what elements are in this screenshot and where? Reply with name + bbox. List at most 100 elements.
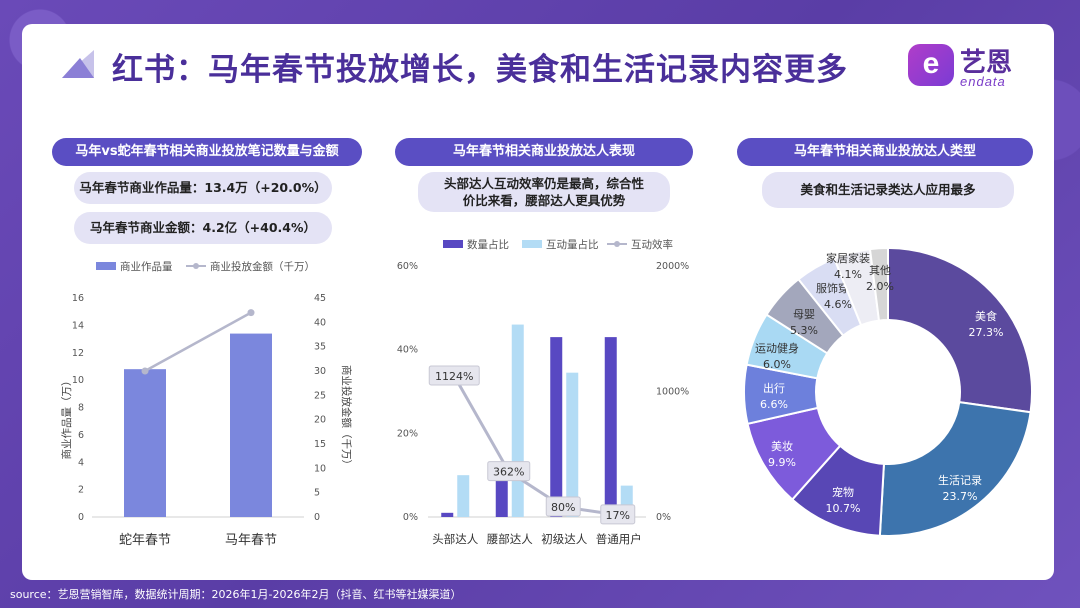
y-axis-title: 商业作品量（万） — [60, 376, 73, 460]
y-tick-label: 0 — [78, 512, 84, 523]
x-tick-label: 初级达人 — [541, 532, 587, 546]
bar-count-share — [604, 337, 617, 517]
slice-value: 5.3% — [790, 324, 818, 337]
legend-swatch-count — [443, 240, 463, 248]
x-tick-label: 普通用户 — [596, 532, 642, 546]
logo-en-text: endata — [960, 74, 1006, 89]
middle-note-line2: 价比来看，腰部达人更具优势 — [462, 193, 626, 208]
line-amount — [144, 311, 252, 373]
slice-value: 23.7% — [943, 490, 978, 503]
y2-tick-label: 20 — [314, 415, 326, 426]
middle-note: 头部达人互动效率仍是最高，综合性 价比来看，腰部达人更具优势 — [418, 172, 670, 212]
y2-tick-label: 10 — [314, 463, 326, 474]
efficiency-label-box — [428, 365, 480, 386]
bar-interaction-share — [566, 372, 579, 517]
x-tick-label: 马年春节 — [225, 533, 277, 548]
y2-tick-label: 30 — [314, 366, 326, 377]
efficiency-label: 362% — [493, 466, 524, 479]
y2-tick-label: 15 — [314, 439, 326, 450]
line-efficiency — [452, 375, 618, 517]
y-tick-label: 14 — [72, 320, 84, 331]
right-note: 美食和生活记录类达人应用最多 — [762, 172, 1014, 208]
title-decoration-icon — [62, 50, 94, 78]
efficiency-label-box — [487, 461, 531, 482]
legend-label-interaction: 互动量占比 — [546, 238, 599, 251]
y2-tick-label: 25 — [314, 390, 326, 401]
slice-value: 2.0% — [866, 280, 894, 293]
slice-value: 4.6% — [824, 298, 852, 311]
source-note: source：艺恩营销智库，数据统计周期：2026年1月-2026年2月（抖音、… — [10, 588, 462, 601]
legend-swatch-interaction — [522, 240, 542, 248]
slice-value: 27.3% — [969, 326, 1004, 339]
y-tick-label: 40% — [397, 345, 418, 356]
y2-tick-label: 1000% — [656, 387, 689, 398]
legend-marker-efficiency — [614, 241, 620, 247]
y-tick-label: 10 — [72, 375, 84, 386]
efficiency-label: 17% — [606, 509, 630, 522]
legend-swatch-works — [96, 262, 116, 270]
bar-count-share — [550, 337, 563, 517]
slice-label: 母婴 — [793, 308, 815, 321]
slice-value: 10.7% — [826, 502, 861, 515]
x-tick-label: 蛇年春节 — [119, 533, 171, 548]
legend-label-works: 商业作品量 — [120, 260, 173, 273]
bar-count-share — [441, 512, 454, 517]
y-tick-label: 2 — [78, 485, 84, 496]
left-panel-header: 马年vs蛇年春节相关商业投放笔记数量与金额 — [52, 138, 362, 166]
point-amount — [247, 309, 255, 317]
slice-label: 生活记录 — [938, 473, 982, 487]
y2-tick-label: 0% — [656, 512, 671, 523]
y-tick-label: 4 — [78, 457, 84, 468]
slice-label: 美妆 — [771, 440, 793, 453]
slice-label: 家居家装 — [826, 251, 870, 265]
donut-slice — [868, 246, 889, 322]
middle-note-line1: 头部达人互动效率仍是最高，综合性 — [443, 176, 644, 191]
slice-label: 其他 — [869, 264, 891, 277]
efficiency-label-box — [545, 496, 581, 517]
middle-panel-header: 马年春节相关商业投放达人表现 — [395, 138, 693, 166]
y2-tick-label: 40 — [314, 317, 326, 328]
brand-logo: e 艺恩 endata — [908, 40, 1038, 94]
y-tick-label: 0% — [403, 512, 418, 523]
y2-axis-title: 商业投放金额（千万） — [340, 365, 353, 470]
legend-label-amount: 商业投放金额（千万） — [210, 260, 315, 273]
point-amount — [141, 367, 149, 375]
y-tick-label: 12 — [72, 348, 84, 359]
slice-value: 9.9% — [768, 456, 796, 469]
efficiency-label: 1124% — [435, 370, 473, 383]
y-tick-label: 20% — [397, 428, 418, 439]
slice-label: 出行 — [763, 381, 785, 395]
efficiency-label-box — [600, 504, 636, 525]
slice-label: 运动健身 — [755, 341, 799, 355]
logo-mark: e — [908, 44, 954, 86]
y-tick-label: 60% — [397, 261, 418, 272]
slice-value: 6.6% — [760, 398, 788, 411]
bar-works — [230, 333, 272, 517]
x-tick-label: 腰部达人 — [487, 532, 533, 546]
left-stat-amount: 马年春节商业金额：4.2亿（+40.4%） — [74, 212, 332, 244]
y2-tick-label: 0 — [314, 512, 320, 523]
y2-tick-label: 45 — [314, 293, 326, 304]
right-panel-header: 马年春节相关商业投放达人类型 — [737, 138, 1033, 166]
y-tick-label: 8 — [78, 403, 84, 414]
legend-label-efficiency: 互动效率 — [631, 238, 673, 251]
efficiency-label: 80% — [551, 501, 575, 514]
y2-tick-label: 35 — [314, 342, 326, 353]
y2-tick-label: 5 — [314, 488, 320, 499]
slice-value: 6.0% — [763, 358, 791, 371]
logo-cn-text: 艺恩 — [960, 48, 1013, 78]
legend-marker-amount — [193, 263, 199, 269]
bar-interaction-share — [511, 324, 524, 517]
left-stat-works: 马年春节商业作品量：13.4万（+20.0%） — [74, 172, 332, 204]
donut-slice — [887, 246, 1033, 414]
legend-label-count: 数量占比 — [467, 238, 509, 251]
y-tick-label: 16 — [72, 293, 84, 304]
page-title: 红书：马年春节投放增长，美食和生活记录内容更多 — [112, 52, 848, 88]
y-tick-label: 6 — [78, 430, 84, 441]
slice-label: 美食 — [975, 309, 997, 323]
bar-interaction-share — [457, 475, 470, 517]
y2-tick-label: 2000% — [656, 261, 689, 272]
slice-label: 宠物 — [832, 485, 854, 499]
x-tick-label: 头部达人 — [432, 532, 478, 546]
